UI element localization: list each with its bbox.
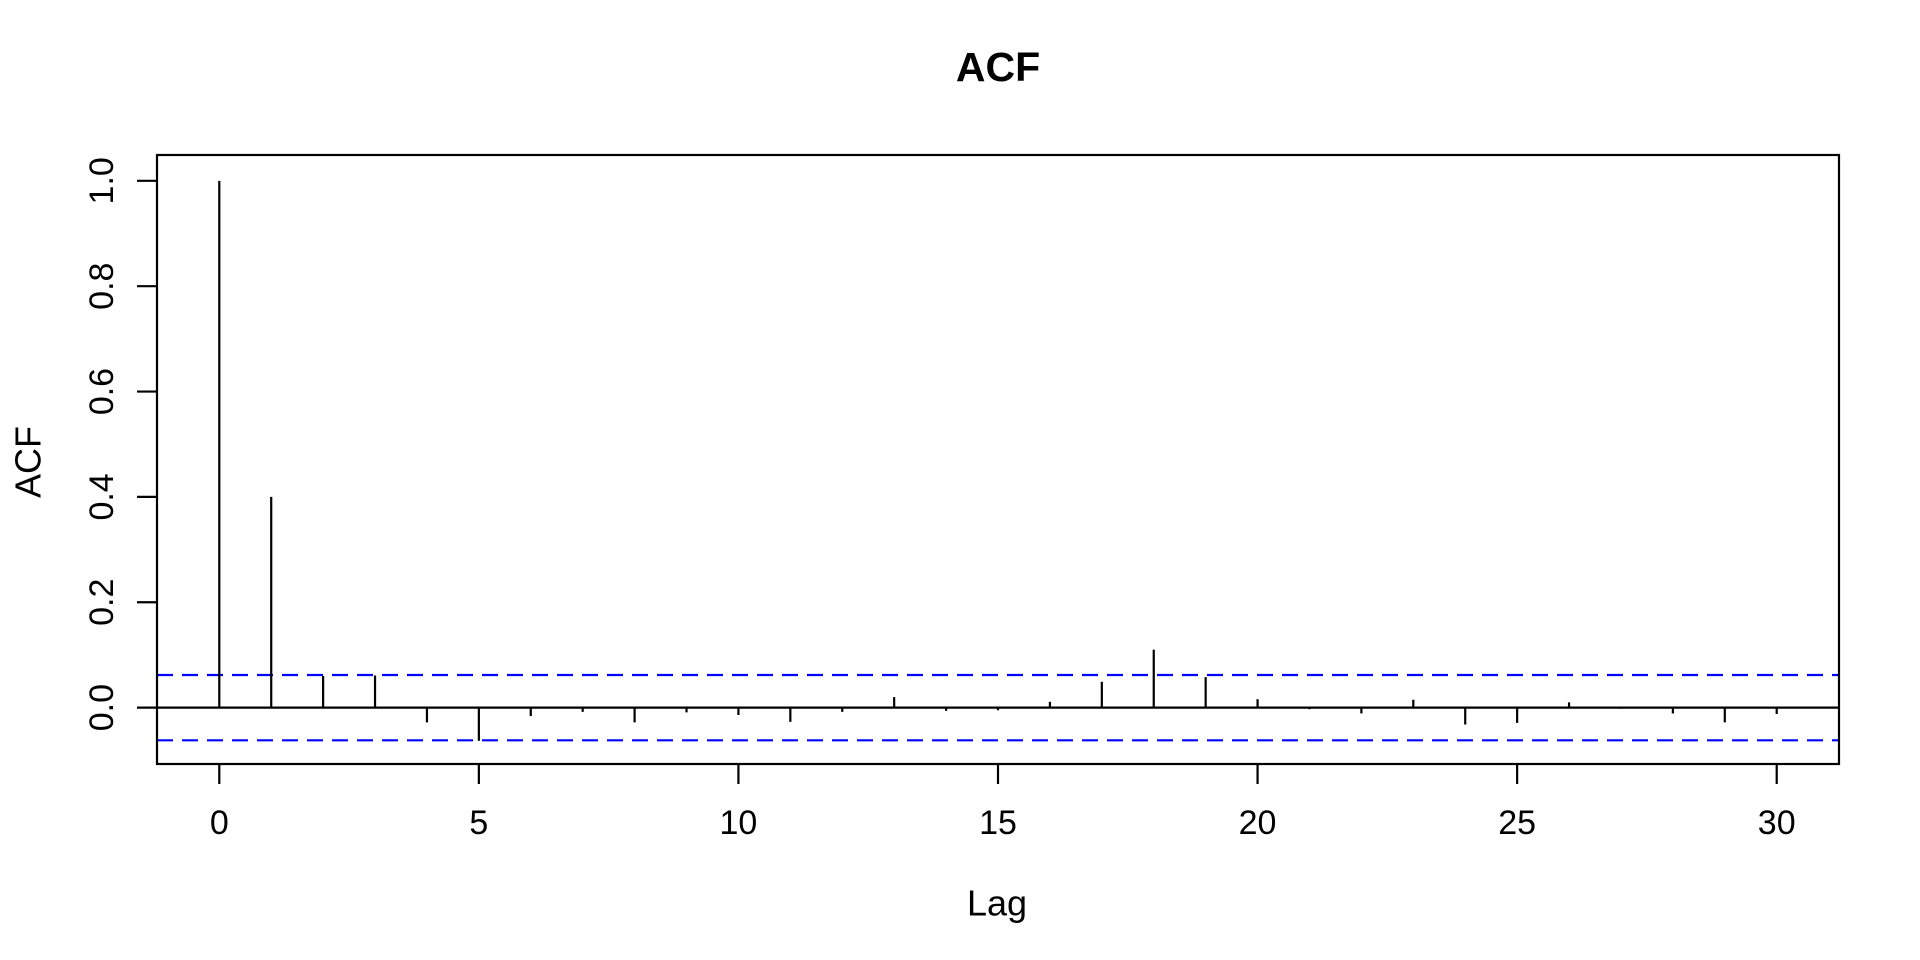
- confidence-bands: [157, 673, 1839, 742]
- x-tick-label-0: 0: [210, 804, 229, 842]
- y-tick-label-0.2: 0.2: [83, 579, 121, 626]
- x-tick-label-20: 20: [1239, 804, 1277, 842]
- y-tick-label-0.4: 0.4: [83, 473, 121, 520]
- chart-title: ACF: [956, 44, 1040, 90]
- x-axis-label: Lag: [967, 883, 1027, 924]
- x-tick-label-30: 30: [1758, 804, 1796, 842]
- y-tick-label-0.0: 0.0: [83, 684, 121, 731]
- acf-bars: [218, 180, 1778, 741]
- plot-area-border: [155, 153, 1841, 766]
- y-axis-ticks: 0.0 0.2 0.4 0.6 0.8 1.0: [83, 157, 157, 731]
- x-tick-label-5: 5: [469, 804, 488, 842]
- y-axis-label: ACF: [8, 426, 49, 498]
- y-tick-label-0.6: 0.6: [83, 368, 121, 415]
- y-tick-label-1.0: 1.0: [83, 157, 121, 204]
- x-tick-label-10: 10: [720, 804, 758, 842]
- x-tick-label-15: 15: [979, 804, 1017, 842]
- x-axis-ticks: 0 5 10 15 20 25 30: [210, 764, 1796, 842]
- y-tick-label-0.8: 0.8: [83, 263, 121, 310]
- x-tick-label-25: 25: [1498, 804, 1536, 842]
